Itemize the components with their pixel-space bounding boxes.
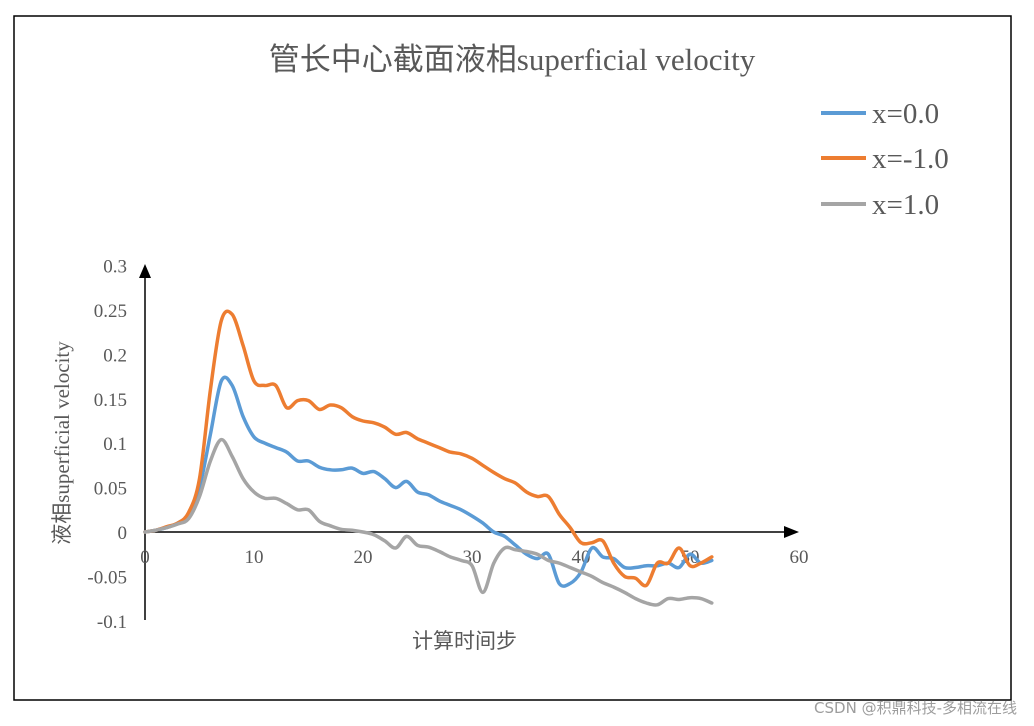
series-line-3: [143, 437, 714, 607]
axes: [139, 264, 799, 620]
y-tick-label: 0.3: [103, 257, 127, 278]
series-lines: [143, 309, 714, 607]
y-tick-label: -0.1: [97, 612, 127, 633]
x-tick-label: 0: [140, 547, 150, 568]
watermark-text: CSDN @积鼎科技-多相流在线: [814, 699, 1017, 717]
legend: x=0.0 x=-1.0 x=1.0: [821, 98, 949, 221]
x-axis-arrow: [784, 526, 799, 538]
series-line-2: [143, 309, 714, 588]
legend-label: x=-1.0: [872, 143, 949, 175]
legend-label: x=1.0: [872, 189, 939, 221]
series-line-1: [143, 375, 714, 588]
x-tick-label: 10: [245, 547, 264, 568]
x-tick-label: 20: [354, 547, 373, 568]
y-axis-title: 液相superficial velocity: [50, 341, 74, 545]
y-tick-label: 0.1: [103, 434, 127, 455]
y-axis-arrow: [139, 264, 151, 278]
x-axis-title: 计算时间步: [412, 629, 517, 653]
legend-label: x=0.0: [872, 98, 939, 130]
y-tick-label: 0: [118, 523, 128, 544]
x-tick-label: 60: [790, 547, 809, 568]
y-tick-label: -0.05: [87, 567, 127, 588]
y-tick-label: 0.2: [103, 345, 127, 366]
y-tick-label: 0.15: [94, 390, 127, 411]
y-tick-labels: 0.3 0.25 0.2 0.15 0.1 0.05 0 -0.05 -0.1: [87, 257, 127, 633]
y-tick-label: 0.25: [94, 301, 127, 322]
chart-title: 管长中心截面液相superficial velocity: [269, 42, 756, 77]
y-tick-label: 0.05: [94, 479, 127, 500]
chart-border: [13, 15, 1012, 701]
